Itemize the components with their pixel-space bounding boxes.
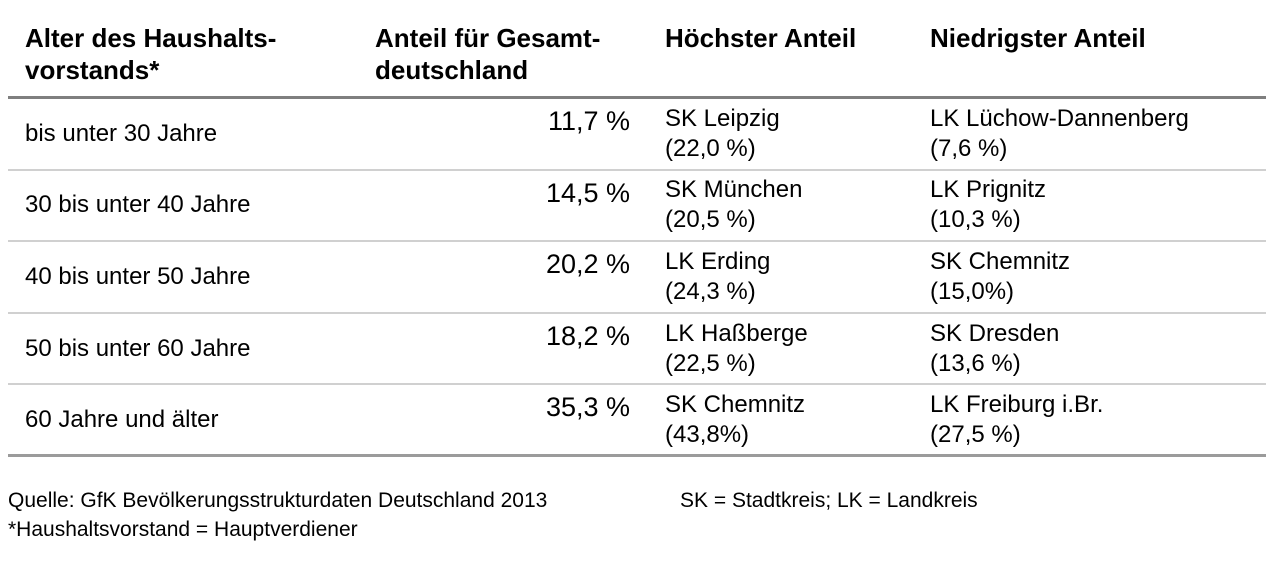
column-header-age-line2: vorstands* — [25, 55, 160, 85]
highest-cell: LK Erding (24,3 %) — [640, 247, 930, 307]
share-cell: 35,3 % — [545, 392, 630, 423]
highest-cell: SK Leipzig (22,0 %) — [640, 104, 930, 164]
share-cell: 20,2 % — [545, 249, 630, 280]
table-footer: Quelle: GfK Bevölkerungsstrukturdaten De… — [8, 486, 1280, 544]
column-header-share: Anteil für Gesamt- deutschland — [375, 22, 640, 96]
lowest-region-value: (15,0%) — [930, 277, 1015, 305]
source-note: Quelle: GfK Bevölkerungsstrukturdaten De… — [8, 488, 548, 512]
lowest-cell: LK Freiburg i.Br. (27,5 %) — [930, 390, 1266, 450]
column-header-highest: Höchster Anteil — [640, 22, 930, 96]
footnote: *Haushaltsvorstand = Hauptverdiener — [8, 517, 358, 541]
column-header-lowest-line1: Niedrigster Anteil — [930, 23, 1146, 53]
lowest-region-name: LK Freiburg i.Br. — [930, 390, 1104, 418]
lowest-region-value: (27,5 %) — [930, 420, 1021, 448]
lowest-region-value: (10,3 %) — [930, 206, 1021, 234]
age-cell: bis unter 30 Jahre — [25, 119, 218, 147]
table-row: 40 bis unter 50 Jahre 20,2 % LK Erding (… — [8, 242, 1266, 314]
age-cell: 40 bis unter 50 Jahre — [25, 262, 251, 290]
legend-note: SK = Stadtkreis; LK = Landkreis — [680, 488, 978, 512]
table-row: bis unter 30 Jahre 11,7 % SK Leipzig (22… — [8, 99, 1266, 171]
lowest-region-name: LK Lüchow-Dannenberg — [930, 104, 1189, 132]
lowest-region-name: LK Prignitz — [930, 176, 1047, 204]
highest-cell: SK München (20,5 %) — [640, 175, 930, 235]
highest-region-value: (22,5 %) — [665, 349, 756, 377]
highest-region-value: (24,3 %) — [665, 277, 756, 305]
column-header-share-line2: deutschland — [375, 55, 529, 85]
highest-region-value: (22,0 %) — [665, 134, 756, 162]
lowest-region-name: SK Dresden — [930, 319, 1060, 347]
lowest-cell: LK Prignitz (10,3 %) — [930, 175, 1266, 235]
highest-region-name: SK München — [665, 176, 803, 204]
footer-left: Quelle: GfK Bevölkerungsstrukturdaten De… — [8, 486, 680, 544]
table-row: 60 Jahre und älter 35,3 % SK Chemnitz (4… — [8, 385, 1266, 457]
lowest-region-value: (13,6 %) — [930, 349, 1021, 377]
age-cell: 30 bis unter 40 Jahre — [25, 191, 251, 219]
highest-region-value: (20,5 %) — [665, 206, 756, 234]
share-cell: 14,5 % — [545, 177, 630, 208]
table-row: 30 bis unter 40 Jahre 14,5 % SK München … — [8, 171, 1266, 243]
highest-region-name: SK Chemnitz — [665, 390, 806, 418]
share-cell: 18,2 % — [545, 320, 630, 351]
column-header-age-line1: Alter des Haushalts- — [25, 23, 277, 53]
highest-region-name: SK Leipzig — [665, 104, 780, 132]
lowest-cell: LK Lüchow-Dannenberg (7,6 %) — [930, 104, 1266, 164]
data-table: Alter des Haushalts- vorstands* Anteil f… — [8, 0, 1266, 457]
lowest-region-name: SK Chemnitz — [930, 247, 1071, 275]
age-cell: 50 bis unter 60 Jahre — [25, 334, 251, 362]
column-header-lowest: Niedrigster Anteil — [930, 22, 1266, 96]
lowest-cell: SK Chemnitz (15,0%) — [930, 247, 1266, 307]
lowest-region-value: (7,6 %) — [930, 134, 1008, 162]
highest-region-name: LK Haßberge — [665, 319, 808, 347]
highest-cell: SK Chemnitz (43,8%) — [640, 390, 930, 450]
highest-region-name: LK Erding — [665, 247, 771, 275]
highest-region-value: (43,8%) — [665, 420, 750, 448]
table-row: 50 bis unter 60 Jahre 18,2 % LK Haßberge… — [8, 314, 1266, 386]
highest-cell: LK Haßberge (22,5 %) — [640, 319, 930, 379]
column-header-share-line1: Anteil für Gesamt- — [375, 23, 601, 53]
column-header-highest-line1: Höchster Anteil — [665, 23, 857, 53]
lowest-cell: SK Dresden (13,6 %) — [930, 319, 1266, 379]
column-header-age: Alter des Haushalts- vorstands* — [8, 22, 375, 96]
table-header-row: Alter des Haushalts- vorstands* Anteil f… — [8, 0, 1266, 99]
share-cell: 11,7 % — [547, 106, 630, 136]
age-cell: 60 Jahre und älter — [25, 405, 219, 433]
